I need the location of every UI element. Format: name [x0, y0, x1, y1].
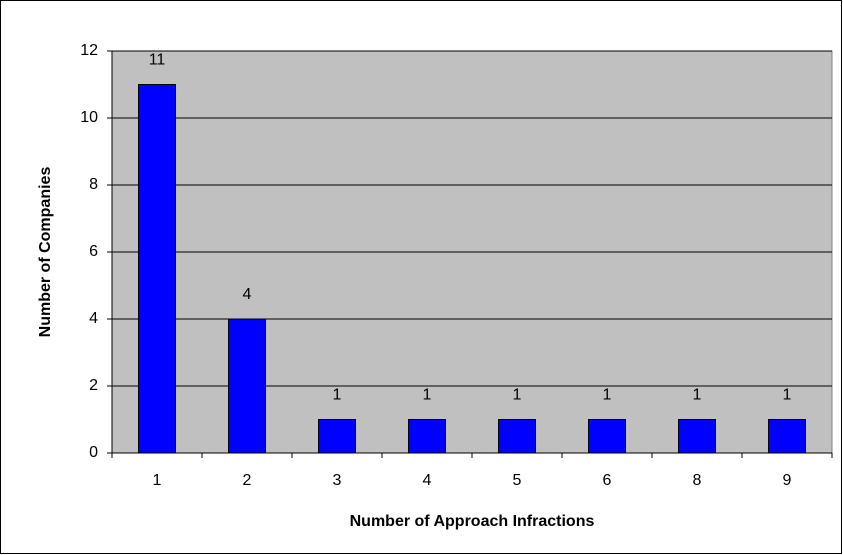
y-tick-label: 4	[89, 310, 98, 327]
x-tick-label: 8	[693, 472, 702, 489]
x-tick-label: 2	[243, 472, 252, 489]
x-tick-label: 3	[333, 472, 342, 489]
y-tick-label: 10	[80, 109, 98, 126]
y-tick-label: 2	[89, 377, 98, 394]
y-tick-label: 8	[89, 176, 98, 193]
bar	[228, 318, 266, 454]
data-label: 1	[693, 387, 702, 404]
x-tick-label: 4	[423, 472, 432, 489]
bar	[498, 419, 536, 454]
y-tick-label: 0	[89, 444, 98, 461]
x-axis-title: Number of Approach Infractions	[350, 513, 595, 530]
bar	[408, 419, 446, 454]
bar	[678, 419, 716, 454]
x-tick-label: 5	[513, 472, 522, 489]
bar	[588, 419, 626, 454]
data-label: 1	[333, 387, 342, 404]
y-axis-title: Number of Companies	[37, 167, 54, 338]
data-label: 1	[513, 387, 522, 404]
x-tick-label: 6	[603, 472, 612, 489]
bar	[138, 84, 176, 454]
data-label: 1	[603, 387, 612, 404]
data-label: 4	[243, 286, 252, 303]
data-label: 1	[783, 387, 792, 404]
bar	[768, 419, 806, 454]
x-tick-label: 1	[153, 472, 162, 489]
bar	[318, 419, 356, 454]
data-label: 11	[149, 52, 166, 69]
data-label: 1	[423, 387, 432, 404]
y-tick-label: 6	[89, 243, 98, 260]
y-tick-label: 12	[80, 42, 98, 59]
x-tick-label: 9	[783, 472, 792, 489]
